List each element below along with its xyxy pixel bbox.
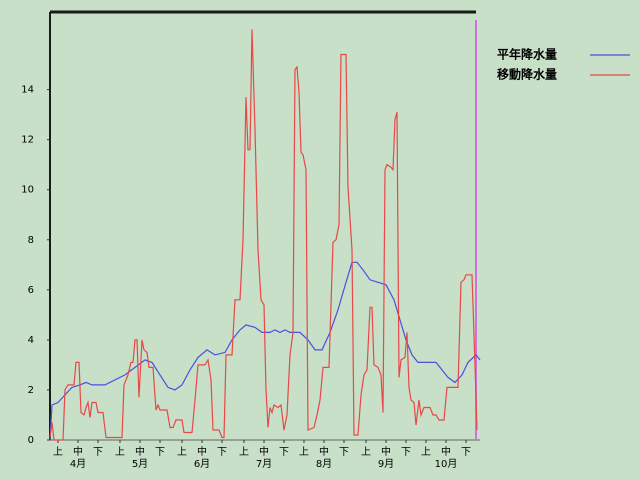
x-tick-label: 上: [361, 446, 371, 458]
y-tick-label: 0: [28, 435, 34, 446]
y-tick-label: 10: [21, 185, 34, 196]
x-tick-label: 下: [93, 447, 103, 458]
x-tick-label: 中: [381, 445, 391, 458]
month-label: 7月: [256, 458, 272, 470]
month-label: 6月: [194, 458, 210, 470]
series-line: [49, 261, 481, 441]
x-tick-label: 中: [319, 445, 329, 458]
y-tick-label: 6: [28, 285, 34, 296]
month-label: 8月: [316, 458, 332, 470]
legend-label: 平年降水量: [497, 47, 557, 62]
x-tick-label: 中: [259, 445, 269, 458]
month-label: 4月: [70, 458, 86, 470]
y-tick-label: 14: [21, 85, 34, 96]
y-tick-label: 12: [21, 135, 34, 146]
legend-label: 移動降水量: [497, 67, 557, 82]
x-tick-label: 下: [401, 447, 411, 458]
x-tick-label: 中: [441, 445, 451, 458]
x-tick-label: 下: [217, 447, 227, 458]
x-tick-label: 中: [197, 445, 207, 458]
x-tick-label: 下: [461, 447, 471, 458]
x-tick-label: 上: [53, 446, 63, 458]
x-tick-label: 下: [155, 447, 165, 458]
x-tick-label: 中: [135, 445, 145, 458]
x-tick-label: 上: [177, 446, 187, 458]
x-tick-label: 上: [421, 446, 431, 458]
x-tick-label: 上: [299, 446, 309, 458]
y-tick-label: 2: [28, 385, 34, 396]
y-tick-label: 8: [28, 235, 34, 246]
month-label: 5月: [132, 458, 148, 470]
x-tick-label: 下: [339, 447, 349, 458]
x-tick-label: 中: [73, 445, 83, 458]
x-tick-label: 下: [279, 447, 289, 458]
x-tick-label: 上: [239, 446, 249, 458]
series-line: [49, 29, 478, 441]
x-tick-label: 上: [115, 446, 125, 458]
month-label: 10月: [435, 458, 458, 470]
month-label: 9月: [378, 458, 394, 470]
y-tick-label: 4: [28, 335, 34, 346]
